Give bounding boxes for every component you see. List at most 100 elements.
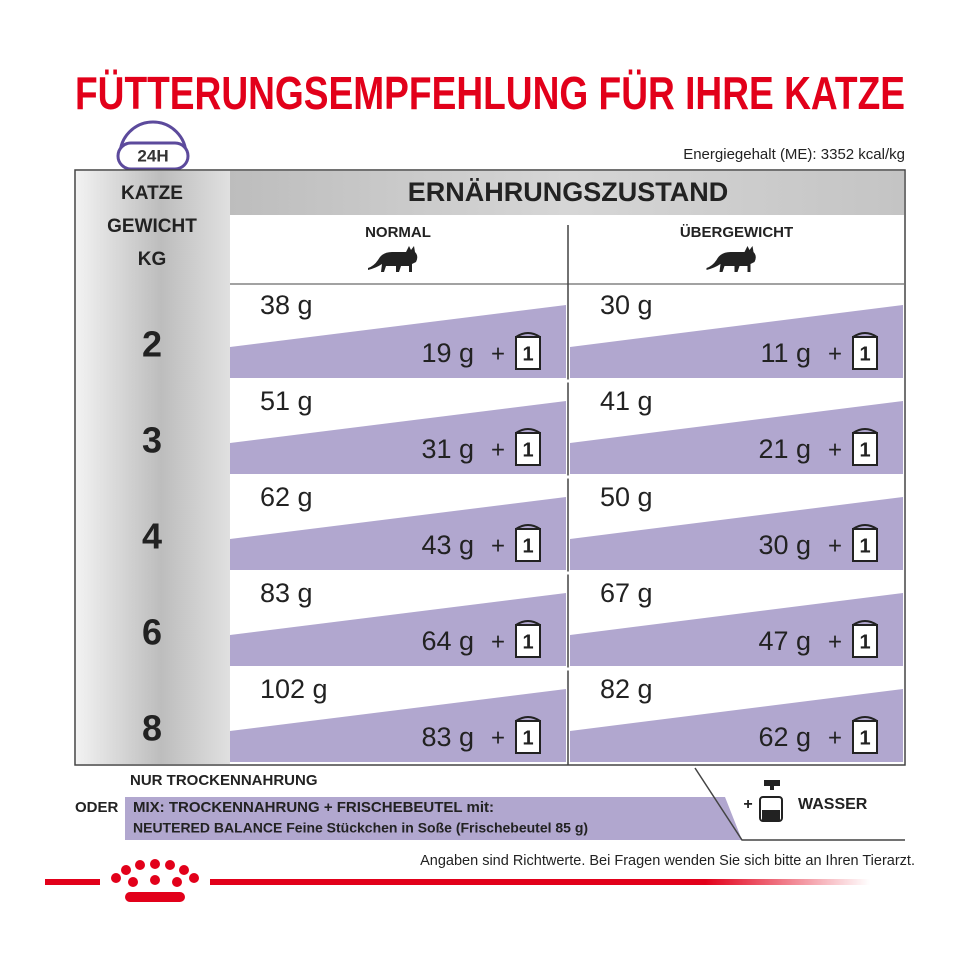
pouch-top xyxy=(515,620,541,626)
group-header-bg xyxy=(230,171,904,215)
dry-amount: 83 g xyxy=(260,578,313,608)
mix-band xyxy=(125,797,742,840)
badge-label: 24H xyxy=(137,146,168,165)
plus: + xyxy=(491,628,505,655)
pouch-icon xyxy=(852,528,878,562)
plus: + xyxy=(491,532,505,559)
pouch-count: 1 xyxy=(522,727,533,749)
plus: + xyxy=(491,724,505,751)
weight: 6 xyxy=(142,612,162,653)
pouch-count: 1 xyxy=(859,727,870,749)
pouch-count: 1 xyxy=(859,535,870,557)
mix-line-1: MIX: TROCKENNAHRUNG + FRISCHEBEUTEL mit: xyxy=(133,799,494,816)
pouch-top xyxy=(515,524,541,530)
plus: + xyxy=(828,340,842,367)
mix-amount: 62 g xyxy=(758,722,811,752)
weight: 4 xyxy=(142,516,162,557)
mix-amount: 21 g xyxy=(758,434,811,464)
pouch-count: 1 xyxy=(522,535,533,557)
pouch-icon xyxy=(515,336,541,370)
mix-area xyxy=(570,689,903,762)
mix-area xyxy=(230,305,566,378)
pouch-top xyxy=(852,332,878,338)
pouch-top xyxy=(852,524,878,530)
plus: + xyxy=(828,724,842,751)
group-header: ERNÄHRUNGSZUSTAND xyxy=(408,177,729,207)
mix-area xyxy=(230,593,566,666)
dry-amount: 102 g xyxy=(260,674,328,704)
mix-amount: 31 g xyxy=(421,434,474,464)
pouch-icon xyxy=(515,432,541,466)
pouch-count: 1 xyxy=(859,631,870,653)
mix-area xyxy=(570,497,903,570)
plus: + xyxy=(491,340,505,367)
mix-line-2: NEUTERED BALANCE Feine Stückchen in Soße… xyxy=(133,820,588,836)
brand-line xyxy=(45,879,870,885)
weight-header: KG xyxy=(138,249,167,270)
weight-column xyxy=(76,171,230,764)
cat-icon xyxy=(368,246,418,272)
dry-amount: 51 g xyxy=(260,386,313,416)
pouch-top xyxy=(852,620,878,626)
or-label: ODER xyxy=(75,799,119,816)
badge xyxy=(116,141,190,171)
plus: + xyxy=(828,532,842,559)
dry-amount: 38 g xyxy=(260,290,313,320)
pouch-count: 1 xyxy=(859,343,870,365)
mix-area xyxy=(570,305,903,378)
weight: 8 xyxy=(142,708,162,749)
column-header: NORMAL xyxy=(365,224,431,241)
mix-area xyxy=(570,401,903,474)
mix-amount: 47 g xyxy=(758,626,811,656)
pouch-top xyxy=(852,428,878,434)
mix-amount: 19 g xyxy=(421,338,474,368)
dry-amount: 30 g xyxy=(600,290,653,320)
clock-arc xyxy=(118,120,188,156)
mix-area xyxy=(230,401,566,474)
weight: 2 xyxy=(142,324,162,365)
dry-amount: 82 g xyxy=(600,674,653,704)
mix-area xyxy=(230,689,566,762)
pouch-count: 1 xyxy=(522,439,533,461)
weight-header: GEWICHT xyxy=(107,216,197,237)
pouch-icon xyxy=(852,432,878,466)
pouch-top xyxy=(515,716,541,722)
pouch-icon xyxy=(515,720,541,754)
weight-header: KATZE xyxy=(121,183,183,204)
pouch-icon xyxy=(852,336,878,370)
pouch-icon xyxy=(852,720,878,754)
weight: 3 xyxy=(142,420,162,461)
mix-area xyxy=(230,497,566,570)
energy: Energiegehalt (ME): 3352 kcal/kg xyxy=(683,146,905,163)
dry-amount: 62 g xyxy=(260,482,313,512)
mix-amount: 83 g xyxy=(421,722,474,752)
mix-area xyxy=(570,593,903,666)
title: FÜTTERUNGSEMPFEHLUNG FÜR IHRE KATZE xyxy=(75,67,905,119)
mix-amount: 30 g xyxy=(758,530,811,560)
pouch-count: 1 xyxy=(522,631,533,653)
water-icon xyxy=(759,780,783,822)
footnote: Angaben sind Richtwerte. Bei Fragen wend… xyxy=(420,853,915,869)
water-plus: + xyxy=(743,796,752,813)
plus: + xyxy=(491,436,505,463)
dry-amount: 41 g xyxy=(600,386,653,416)
pouch-top xyxy=(515,428,541,434)
pouch-icon xyxy=(515,528,541,562)
column-header: ÜBERGEWICHT xyxy=(680,224,793,241)
cat-icon xyxy=(706,246,756,272)
mix-amount: 43 g xyxy=(421,530,474,560)
mix-amount: 11 g xyxy=(760,338,811,368)
dry-only: NUR TROCKENNAHRUNG xyxy=(130,772,318,789)
mix-amount: 64 g xyxy=(421,626,474,656)
dry-amount: 50 g xyxy=(600,482,653,512)
water-box xyxy=(694,767,905,841)
pouch-icon xyxy=(515,624,541,658)
plus: + xyxy=(828,628,842,655)
pouch-top xyxy=(515,332,541,338)
water-label: WASSER xyxy=(798,796,868,813)
dry-amount: 67 g xyxy=(600,578,653,608)
pouch-count: 1 xyxy=(859,439,870,461)
pouch-icon xyxy=(852,624,878,658)
